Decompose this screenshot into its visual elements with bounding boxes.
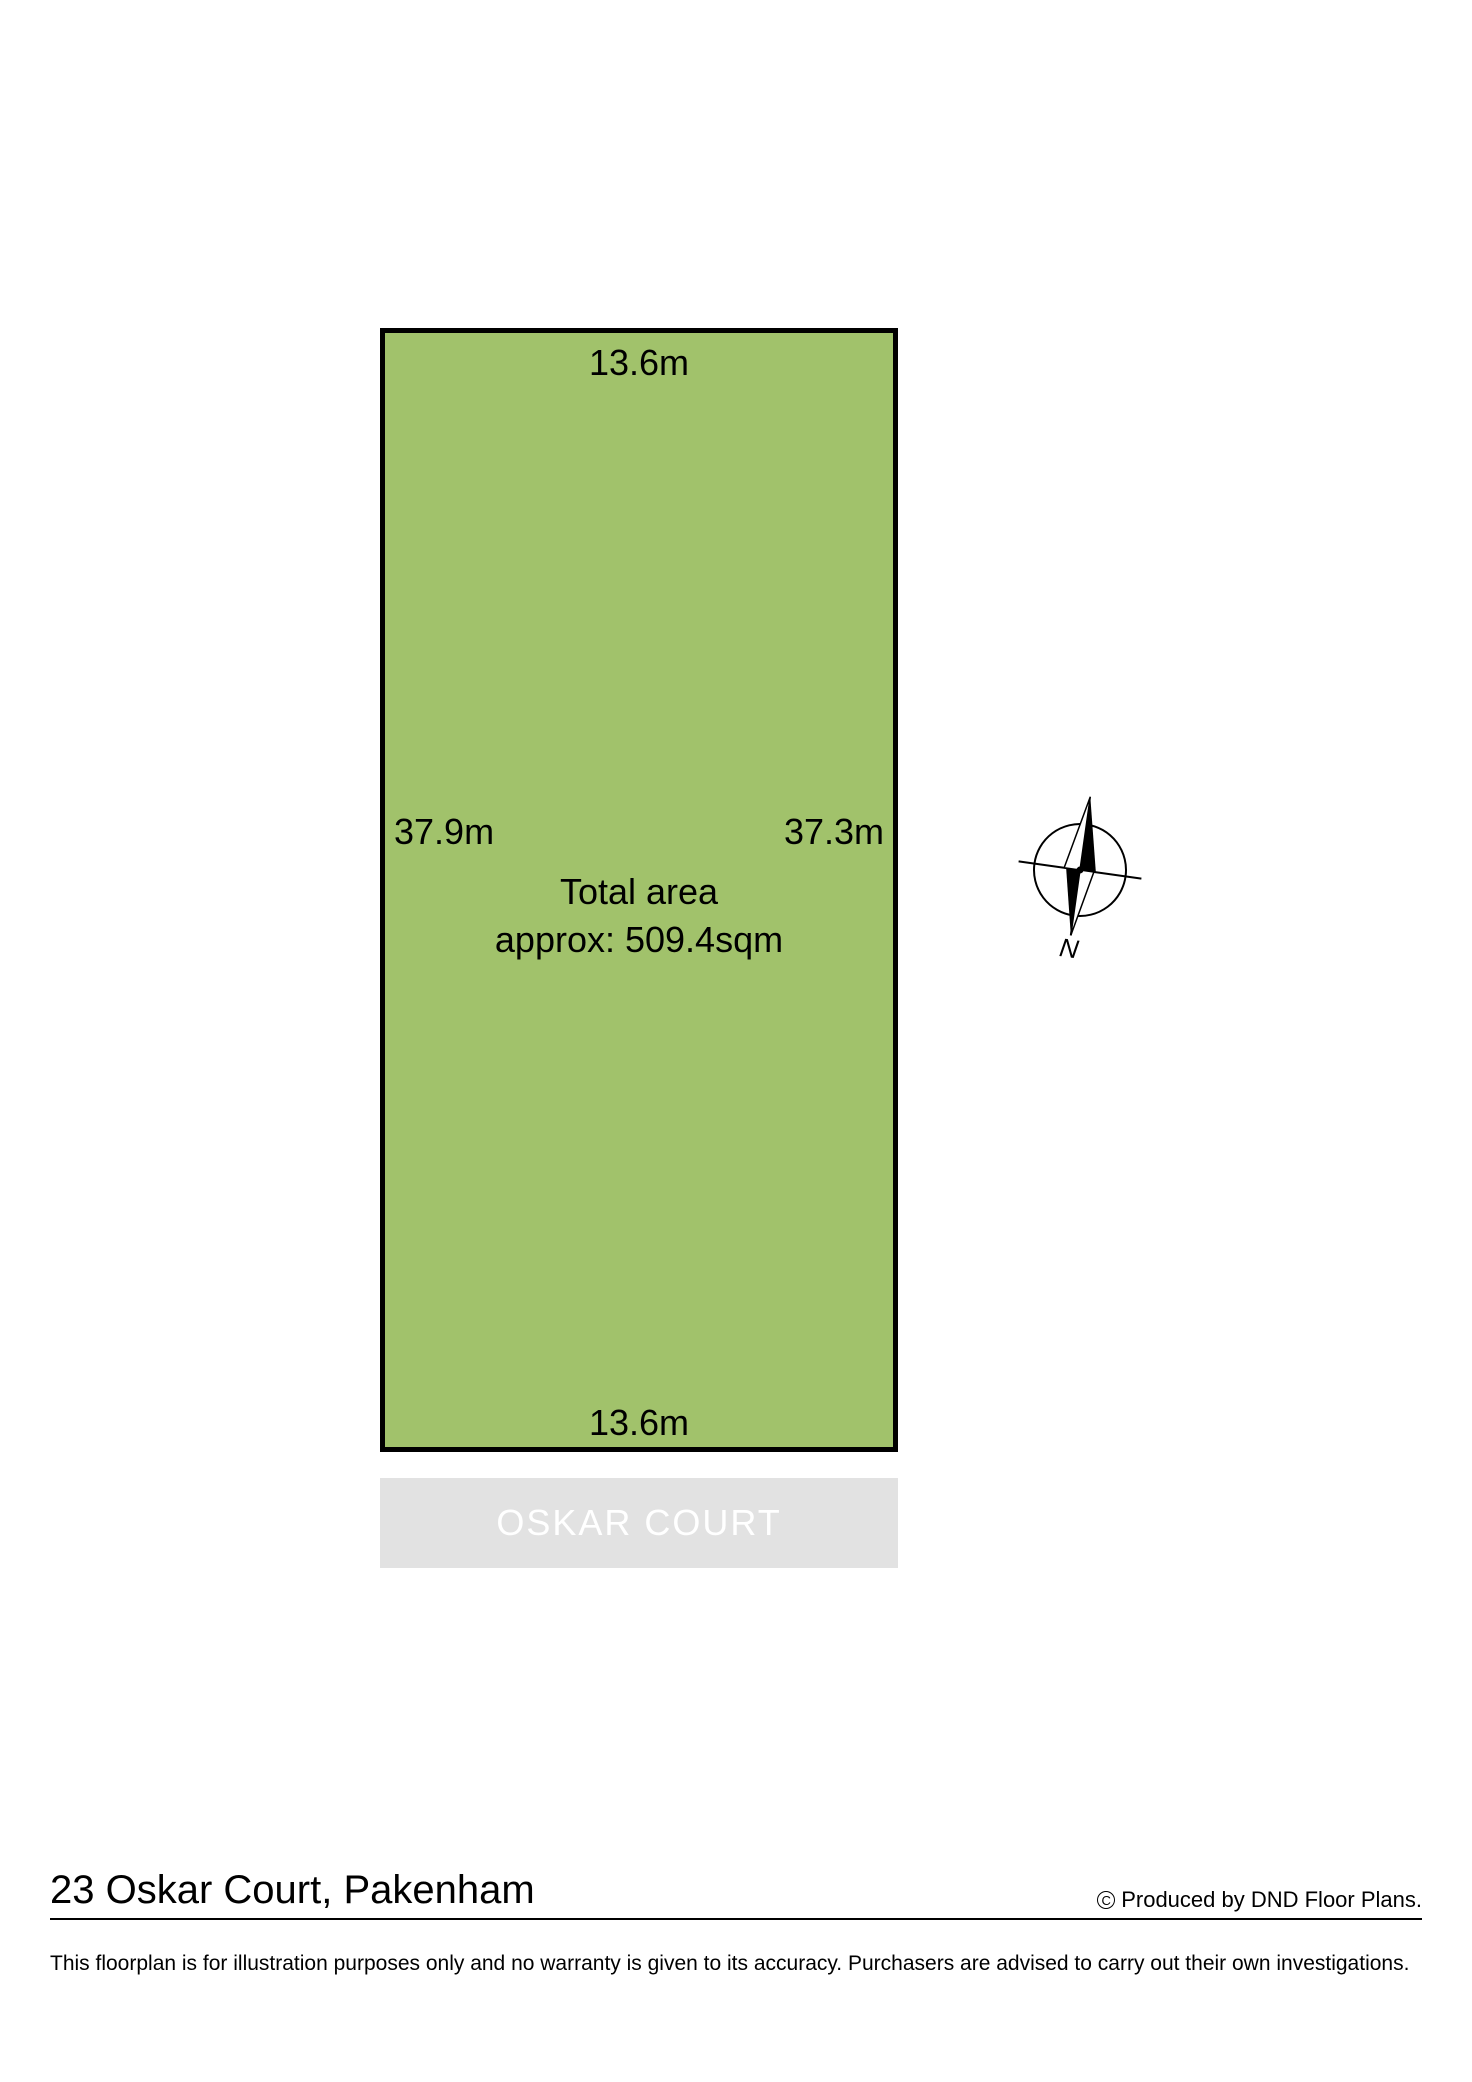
total-area-text: Total area approx: 509.4sqm bbox=[380, 868, 898, 965]
area-line2: approx: 509.4sqm bbox=[495, 919, 783, 960]
producer-credit: C Produced by DND Floor Plans. bbox=[1097, 1887, 1422, 1913]
street-name-text: OSKAR COURT bbox=[496, 1502, 781, 1544]
dimension-bottom: 13.6m bbox=[380, 1402, 898, 1444]
address-row: 23 Oskar Court, Pakenham C Produced by D… bbox=[50, 1868, 1422, 1913]
producer-text: Produced by DND Floor Plans. bbox=[1121, 1887, 1422, 1913]
site-plan-canvas: 13.6m 13.6m 37.9m 37.3m Total area appro… bbox=[0, 0, 1472, 2082]
disclaimer-text: This floorplan is for illustration purpo… bbox=[50, 1952, 1422, 1976]
compass-n-label: N bbox=[1058, 932, 1081, 960]
dimension-right: 37.3m bbox=[784, 811, 884, 853]
dimension-top: 13.6m bbox=[380, 342, 898, 384]
property-address: 23 Oskar Court, Pakenham bbox=[50, 1868, 535, 1913]
dimension-left: 37.9m bbox=[394, 811, 494, 853]
street-name-block: OSKAR COURT bbox=[380, 1478, 898, 1568]
compass-icon: N bbox=[1010, 790, 1150, 960]
divider-line bbox=[50, 1918, 1422, 1920]
area-line1: Total area bbox=[560, 871, 718, 912]
copyright-icon: C bbox=[1097, 1891, 1115, 1909]
